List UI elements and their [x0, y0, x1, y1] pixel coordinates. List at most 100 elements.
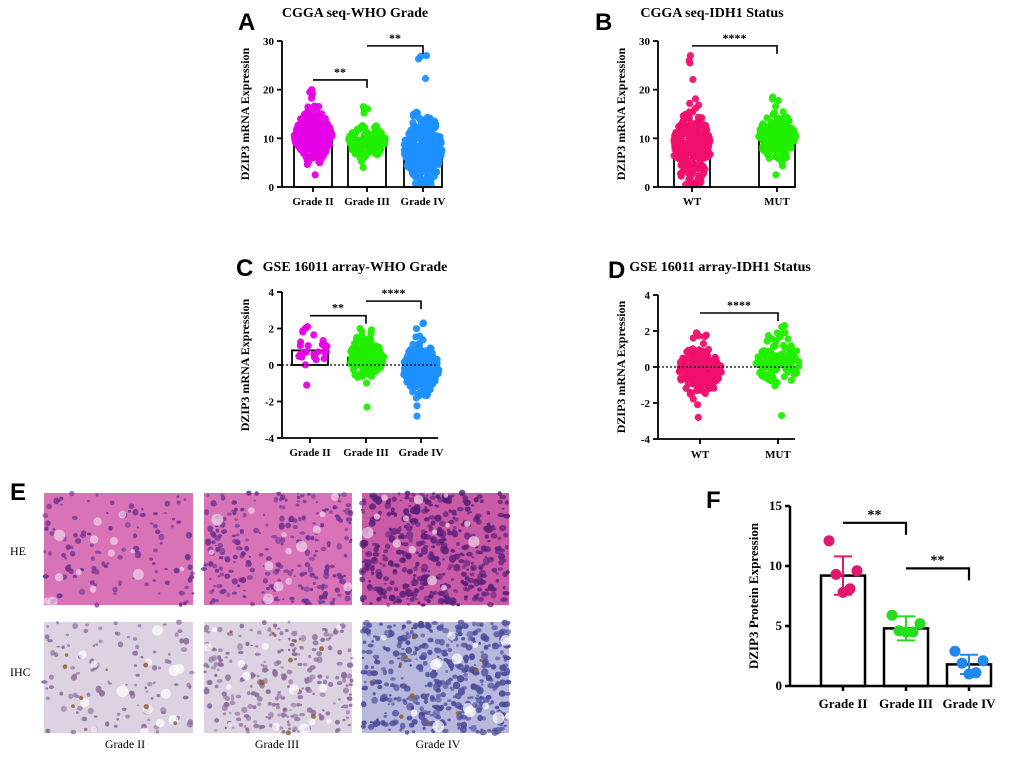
nucleus: [309, 587, 314, 592]
nucleus: [453, 553, 461, 560]
nucleus: [388, 728, 391, 731]
data-point: [297, 138, 305, 146]
data-point: [830, 568, 842, 580]
nucleus: [252, 705, 257, 710]
nucleus: [49, 685, 54, 689]
nucleus: [69, 490, 75, 497]
nucleus: [340, 671, 348, 680]
vacuole: [462, 702, 474, 714]
nucleus: [90, 668, 95, 672]
nucleus: [491, 727, 499, 737]
nucleus: [135, 644, 140, 650]
nucleus: [386, 603, 391, 607]
nucleus: [81, 716, 88, 722]
data-point: [705, 150, 713, 158]
y-tick-label: 30: [639, 36, 651, 48]
nucleus: [253, 720, 258, 724]
nucleus: [177, 629, 183, 634]
nucleus: [483, 646, 489, 651]
positive-stain: [288, 657, 293, 663]
nucleus: [248, 555, 252, 558]
nucleus: [473, 664, 477, 666]
nucleus: [414, 508, 418, 511]
nucleus: [439, 680, 446, 685]
nucleus: [420, 529, 426, 535]
nucleus: [492, 528, 496, 531]
nucleus: [312, 522, 317, 525]
nucleus: [277, 650, 281, 654]
nucleus: [365, 649, 373, 655]
nucleus: [219, 589, 226, 595]
data-point: [781, 344, 789, 352]
nucleus: [226, 512, 232, 516]
nucleus: [213, 584, 216, 588]
nucleus: [214, 568, 220, 573]
nucleus: [284, 675, 288, 679]
nucleus: [471, 561, 474, 565]
nucleus: [458, 559, 465, 564]
nucleus: [299, 713, 305, 717]
vacuole: [343, 582, 353, 592]
nucleus: [45, 687, 49, 690]
y-tick-label: -4: [641, 434, 651, 446]
nucleus: [254, 652, 260, 657]
nucleus: [303, 598, 310, 606]
nucleus: [294, 717, 301, 722]
nucleus: [260, 724, 266, 729]
nucleus: [369, 602, 373, 605]
nucleus: [89, 543, 94, 547]
nucleus: [211, 540, 216, 545]
nucleus: [384, 682, 390, 687]
nucleus: [89, 580, 95, 585]
nucleus: [364, 681, 367, 684]
nucleus: [418, 585, 425, 591]
nucleus: [389, 630, 395, 637]
nucleus: [417, 620, 424, 628]
nucleus: [203, 687, 210, 695]
data-point: [752, 359, 760, 367]
nucleus: [342, 574, 347, 578]
nucleus: [465, 588, 470, 592]
nucleus: [216, 584, 223, 589]
data-point: [787, 342, 795, 350]
nucleus: [388, 660, 395, 665]
data-point: [777, 330, 785, 338]
y-tick-label: 0: [269, 182, 275, 194]
nucleus: [347, 723, 351, 727]
nucleus: [387, 703, 391, 706]
nucleus: [223, 701, 230, 708]
nucleus: [437, 597, 445, 605]
data-point: [413, 109, 421, 117]
nucleus: [238, 723, 243, 727]
nucleus: [447, 699, 452, 703]
category-label-wt: WT: [683, 196, 702, 208]
nucleus: [495, 572, 500, 575]
nucleus: [490, 664, 497, 670]
nucleus: [469, 666, 476, 674]
nucleus: [230, 696, 235, 701]
nucleus: [371, 696, 378, 704]
nucleus: [71, 515, 78, 521]
nucleus: [291, 630, 298, 637]
data-point: [680, 124, 688, 132]
positive-stain: [71, 704, 75, 708]
nucleus: [174, 632, 179, 637]
nucleus: [249, 684, 253, 689]
nucleus: [121, 707, 127, 711]
nucleus: [423, 696, 429, 701]
vacuole: [203, 643, 212, 652]
nucleus: [344, 527, 349, 532]
y-tick-label: 10: [639, 133, 651, 145]
data-point: [704, 143, 713, 151]
he-image-grade-iv: [358, 489, 511, 608]
nucleus: [262, 578, 268, 584]
vacuole: [179, 566, 185, 572]
nucleus: [275, 705, 280, 710]
nucleus: [279, 631, 284, 636]
nucleus: [430, 520, 436, 526]
nucleus: [447, 530, 453, 536]
nucleus: [113, 621, 118, 626]
data-point: [707, 357, 715, 365]
vacuole: [392, 539, 401, 548]
data-point: [296, 120, 304, 128]
